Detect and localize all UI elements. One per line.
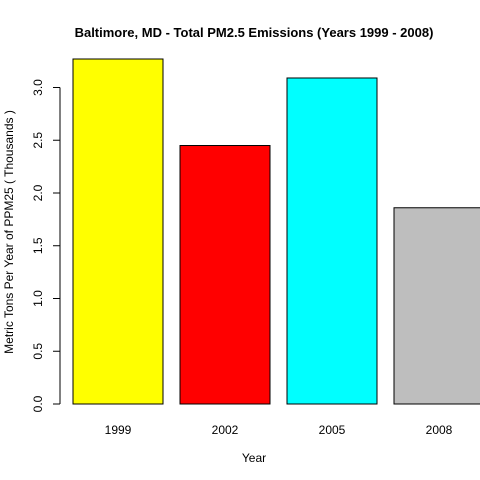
y-tick-label: 0.5 [31,343,45,360]
y-tick-label: 1.0 [31,290,45,307]
x-tick-label-2005: 2005 [319,423,346,437]
y-tick-label: 0.0 [31,395,45,412]
bars-group [72,58,480,405]
x-tick-label-2008: 2008 [426,423,453,437]
x-tick-labels: 1999 2002 2005 2008 [105,423,453,437]
x-tick-label-1999: 1999 [105,423,132,437]
bar-1999 [72,58,164,405]
y-axis-label: Metric Tons Per Year of PPM25 ( Thousand… [2,110,16,354]
chart-title: Baltimore, MD - Total PM2.5 Emissions (Y… [75,25,434,40]
y-tick-label: 2.5 [31,132,45,149]
x-axis-label: Year [242,451,266,465]
bar-2005 [286,77,378,405]
y-axis: 0.0 0.5 1.0 1.5 2.0 2.5 3.0 [31,79,61,412]
x-tick-label-2002: 2002 [212,423,239,437]
y-tick-label: 1.5 [31,237,45,254]
bar-2002 [179,145,271,405]
y-tick-label: 2.0 [31,184,45,201]
bar-2008 [393,207,480,405]
y-tick-label: 3.0 [31,79,45,96]
